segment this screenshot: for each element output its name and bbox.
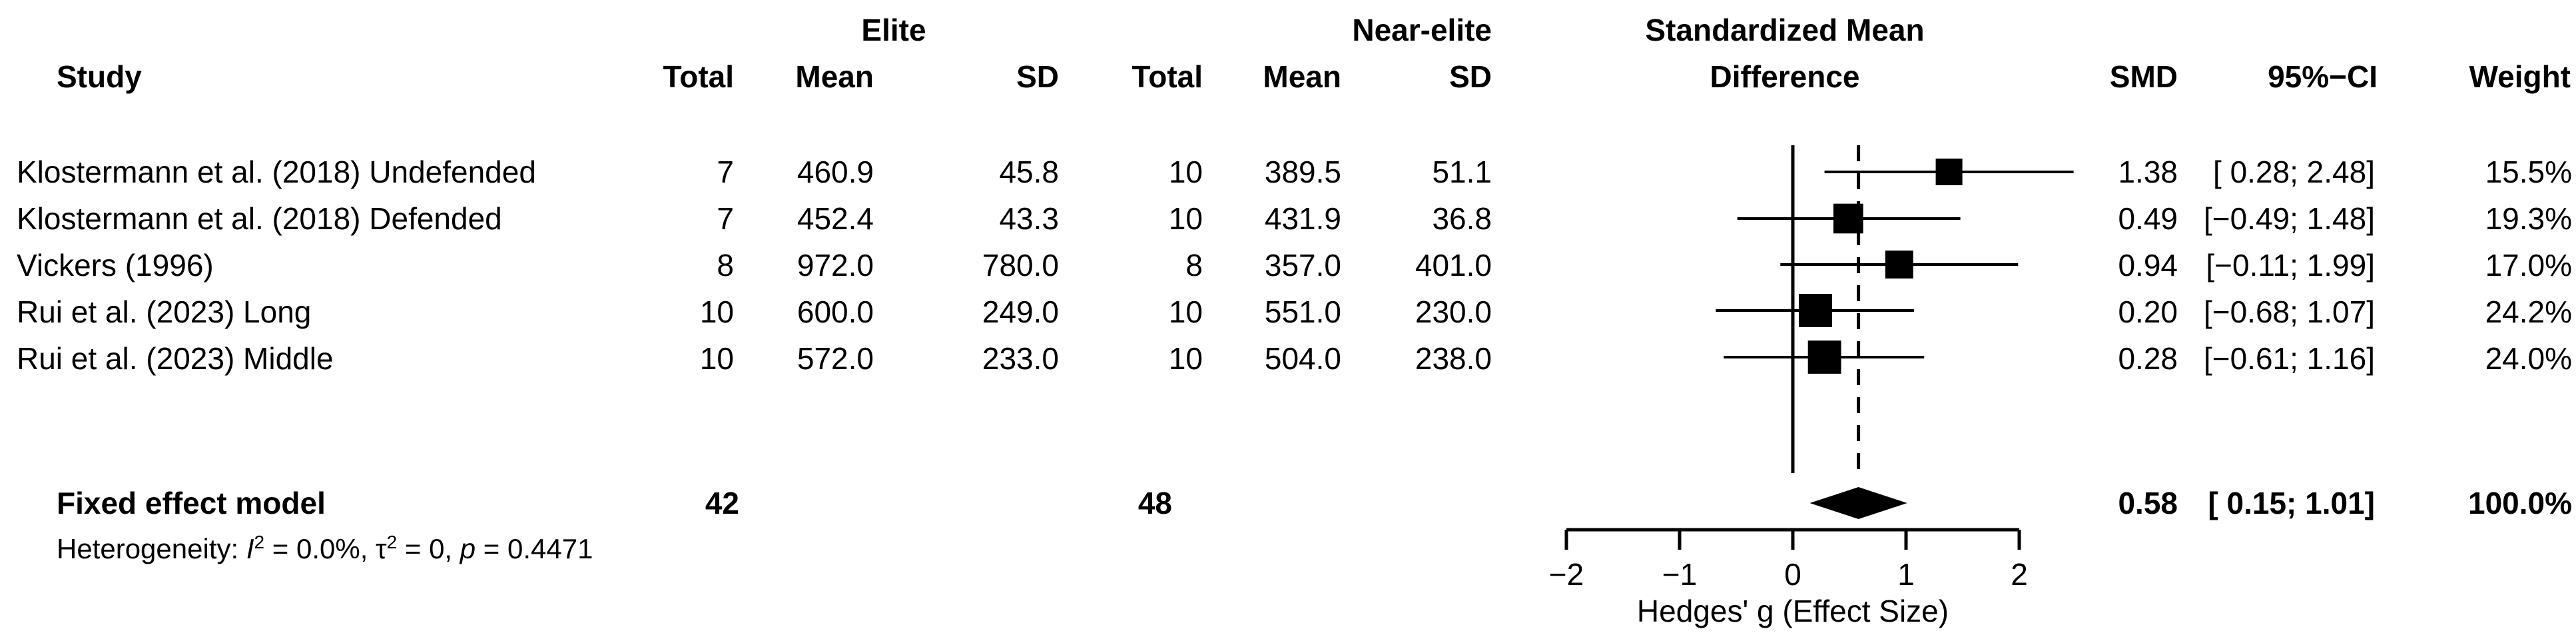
elite-mean: 460.9 xyxy=(797,155,874,189)
near-sd: 51.1 xyxy=(1432,155,1492,189)
ci-value: [−0.11; 1.99] xyxy=(2206,248,2375,283)
study-name: Klostermann et al. (2018) Defended xyxy=(17,201,502,236)
study-name: Rui et al. (2023) Middle xyxy=(17,341,334,376)
study-name: Klostermann et al. (2018) Undefended xyxy=(17,155,536,189)
effect-size-square xyxy=(1799,294,1832,327)
near-sd: 230.0 xyxy=(1415,295,1492,329)
near-sd: 238.0 xyxy=(1415,341,1492,376)
x-tick-label: 1 xyxy=(1897,557,1915,592)
smd-value: 0.28 xyxy=(2118,341,2178,376)
elite-sd: 780.0 xyxy=(982,248,1059,283)
elite-mean: 572.0 xyxy=(797,341,874,376)
near-total: 10 xyxy=(1168,295,1203,329)
elite-total: 10 xyxy=(699,341,734,376)
weight-value: 24.0% xyxy=(2485,341,2572,376)
elite-mean: 600.0 xyxy=(797,295,874,329)
study-name: Vickers (1996) xyxy=(17,248,214,283)
header-smd: SMD xyxy=(2109,59,2178,94)
elite-mean: 972.0 xyxy=(797,248,874,283)
effect-size-square xyxy=(1885,251,1913,279)
near-mean: 389.5 xyxy=(1264,155,1341,189)
elite-total: 7 xyxy=(717,201,734,236)
summary-ci: [ 0.15; 1.01] xyxy=(2208,486,2375,520)
summary-label: Fixed effect model xyxy=(57,486,326,520)
header-elite: Elite xyxy=(861,13,926,47)
elite-mean: 452.4 xyxy=(797,201,874,236)
smd-value: 0.94 xyxy=(2118,248,2178,283)
header-near-elite: Near-elite xyxy=(1352,13,1492,47)
elite-sd: 45.8 xyxy=(999,155,1059,189)
x-tick-label: −1 xyxy=(1662,557,1697,592)
smd-value: 0.20 xyxy=(2118,295,2178,329)
x-tick-label: −2 xyxy=(1549,557,1584,592)
x-axis-label: Hedges' g (Effect Size) xyxy=(1637,594,1949,628)
elite-sd: 43.3 xyxy=(999,201,1059,236)
summary-elite-total: 42 xyxy=(705,486,739,520)
header-smd-line2: Difference xyxy=(1710,59,1860,94)
x-tick-label: 2 xyxy=(2011,557,2028,592)
x-tick-label: 0 xyxy=(1784,557,1801,592)
elite-total: 7 xyxy=(717,155,734,189)
elite-total: 10 xyxy=(699,295,734,329)
effect-size-square xyxy=(1935,158,1963,186)
elite-sd: 233.0 xyxy=(982,341,1059,376)
header-elite-mean: Mean xyxy=(795,59,874,94)
ci-value: [−0.68; 1.07] xyxy=(2203,295,2375,329)
near-total: 10 xyxy=(1168,341,1203,376)
smd-value: 0.49 xyxy=(2118,201,2178,236)
pooled-diamond xyxy=(1809,487,1907,519)
effect-size-square xyxy=(1807,340,1841,374)
near-total: 10 xyxy=(1168,155,1203,189)
ci-value: [ 0.28; 2.48] xyxy=(2213,155,2375,189)
near-sd: 401.0 xyxy=(1415,248,1492,283)
near-total: 8 xyxy=(1185,248,1203,283)
summary-smd: 0.58 xyxy=(2118,486,2178,520)
near-total: 10 xyxy=(1168,201,1203,236)
weight-value: 17.0% xyxy=(2485,248,2572,283)
near-mean: 504.0 xyxy=(1264,341,1341,376)
header-elite-total: Total xyxy=(663,59,734,94)
header-smd-line1: Standardized Mean xyxy=(1645,13,1925,47)
header-ci: 95%−CI xyxy=(2268,59,2378,94)
ci-value: [−0.61; 1.16] xyxy=(2203,341,2375,376)
summary-weight: 100.0% xyxy=(2467,486,2572,520)
heterogeneity-text: Heterogeneity: I2 = 0.0%, τ2 = 0, p = 0.… xyxy=(57,532,593,564)
summary-near-total: 48 xyxy=(1137,486,1172,520)
near-mean: 357.0 xyxy=(1264,248,1341,283)
near-mean: 431.9 xyxy=(1264,201,1341,236)
weight-value: 15.5% xyxy=(2485,155,2572,189)
header-near-total: Total xyxy=(1131,59,1203,94)
near-sd: 36.8 xyxy=(1432,201,1492,236)
study-name: Rui et al. (2023) Long xyxy=(17,295,312,329)
header-near-sd: SD xyxy=(1449,59,1492,94)
near-mean: 551.0 xyxy=(1264,295,1341,329)
ci-value: [−0.49; 1.48] xyxy=(2203,201,2375,236)
header-near-mean: Mean xyxy=(1263,59,1341,94)
header-study: Study xyxy=(57,59,142,94)
elite-sd: 249.0 xyxy=(982,295,1059,329)
header-weight: Weight xyxy=(2469,59,2571,94)
weight-value: 19.3% xyxy=(2485,201,2572,236)
header-elite-sd: SD xyxy=(1016,59,1059,94)
elite-total: 8 xyxy=(717,248,734,283)
weight-value: 24.2% xyxy=(2485,295,2572,329)
effect-size-square xyxy=(1833,203,1863,234)
smd-value: 1.38 xyxy=(2118,155,2178,189)
